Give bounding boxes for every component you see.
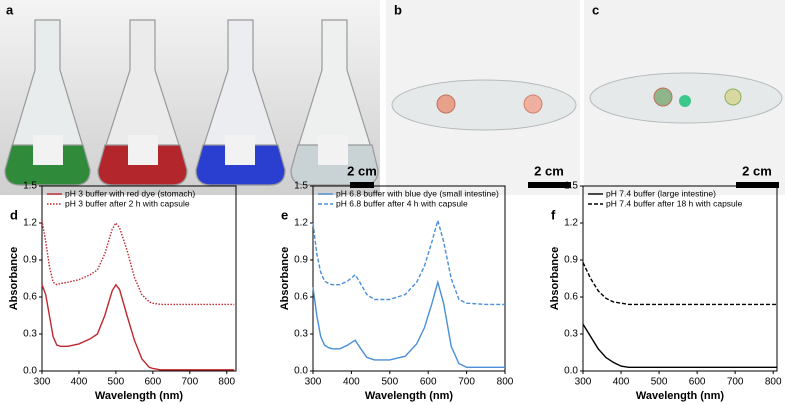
- x-tick-label: 700: [181, 377, 198, 388]
- x-tick-label: 300: [34, 377, 51, 388]
- y-tick-label: 0.0: [564, 366, 578, 377]
- series-line: [312, 217, 505, 306]
- y-tick-label: 0.6: [294, 292, 308, 303]
- scale-label: 2 cm: [742, 163, 772, 178]
- x-tick-label: 600: [689, 377, 706, 388]
- series-line: [582, 262, 777, 306]
- y-tick-label: 0.6: [23, 292, 37, 303]
- x-axis-label: Wavelength (nm): [365, 390, 454, 402]
- scale-label: 2 cm: [347, 163, 377, 178]
- legend-label: pH 3 buffer with red dye (stomach): [65, 188, 195, 198]
- y-axis-label: Absorbance: [279, 247, 291, 311]
- x-tick-label: 600: [420, 377, 437, 388]
- legend-label: pH 6.8 buffer after 4 h with capsule: [336, 198, 468, 208]
- panel-label: b: [394, 2, 402, 17]
- panel-label: a: [6, 2, 14, 17]
- y-tick-label: 0.0: [294, 366, 308, 377]
- legend-label: pH 7.4 buffer after 18 h with capsule: [606, 198, 743, 208]
- x-tick-label: 700: [458, 377, 475, 388]
- plot-frame: [41, 185, 237, 372]
- y-tick-label: 0.9: [564, 255, 578, 266]
- plot-frame: [582, 185, 778, 372]
- y-tick-label: 1.2: [564, 218, 578, 229]
- x-axis-label: Wavelength (nm): [636, 390, 725, 402]
- y-tick-label: 0.9: [23, 255, 37, 266]
- x-tick-label: 400: [343, 377, 360, 388]
- x-tick-label: 600: [145, 377, 162, 388]
- x-axis-label: Wavelength (nm): [95, 390, 184, 402]
- legend-label: pH 6.8 buffer with blue dye (small intes…: [336, 188, 499, 198]
- panel-label: e: [281, 207, 288, 222]
- panel-label: f: [551, 207, 556, 222]
- x-tick-label: 500: [651, 377, 668, 388]
- capsule: [653, 87, 673, 107]
- x-tick-label: 800: [765, 377, 782, 388]
- series-line: [41, 283, 235, 371]
- scale-bar: [350, 182, 374, 188]
- capsule: [523, 94, 543, 114]
- panel-label: d: [10, 207, 18, 222]
- y-tick-label: 1.2: [23, 218, 37, 229]
- x-tick-label: 300: [575, 377, 592, 388]
- x-tick-label: 400: [71, 377, 88, 388]
- y-tick-label: 1.5: [564, 181, 578, 192]
- capsule: [679, 95, 691, 107]
- y-tick-label: 1.5: [294, 181, 308, 192]
- capsule: [724, 88, 742, 106]
- y-tick-label: 0.3: [23, 329, 37, 340]
- x-tick-label: 300: [305, 377, 322, 388]
- labels-on-flasks: [33, 135, 348, 165]
- legend-label: pH 7.4 buffer (large intestine): [606, 188, 716, 198]
- y-tick-label: 0.3: [294, 329, 308, 340]
- x-tick-label: 800: [497, 377, 514, 388]
- y-axis-label: Absorbance: [8, 247, 20, 311]
- series-line: [312, 279, 505, 368]
- petri-dish: [391, 79, 577, 131]
- series-line: [582, 323, 777, 368]
- x-tick-label: 800: [218, 377, 235, 388]
- capsule: [436, 94, 456, 114]
- panel-label: c: [592, 2, 599, 17]
- scale-bar: [736, 182, 779, 188]
- y-tick-label: 1.2: [294, 218, 308, 229]
- x-tick-label: 500: [108, 377, 125, 388]
- y-tick-label: 0.0: [23, 366, 37, 377]
- x-tick-label: 500: [381, 377, 398, 388]
- y-tick-label: 0.9: [294, 255, 308, 266]
- scale-bar: [528, 182, 571, 188]
- x-tick-label: 700: [727, 377, 744, 388]
- scale-label: 2 cm: [534, 163, 564, 178]
- legend-label: pH 3 buffer after 2 h with capsule: [65, 198, 190, 208]
- y-axis-label: Absorbance: [549, 247, 561, 311]
- series-line: [41, 220, 235, 306]
- y-tick-label: 1.5: [23, 181, 37, 192]
- plot-frame: [312, 185, 506, 372]
- x-tick-label: 400: [613, 377, 630, 388]
- y-tick-label: 0.3: [564, 329, 578, 340]
- y-tick-label: 0.6: [564, 292, 578, 303]
